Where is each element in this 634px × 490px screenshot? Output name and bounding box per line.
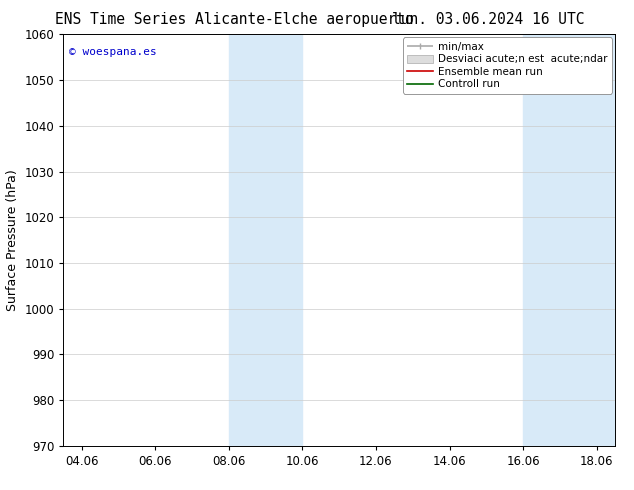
Bar	[523, 34, 615, 446]
Text: lun. 03.06.2024 16 UTC: lun. 03.06.2024 16 UTC	[392, 12, 585, 27]
Y-axis label: Surface Pressure (hPa): Surface Pressure (hPa)	[6, 169, 19, 311]
Bar	[229, 34, 302, 446]
Legend: min/max, Desviaci acute;n est  acute;ndar, Ensemble mean run, Controll run: min/max, Desviaci acute;n est acute;ndar…	[403, 37, 612, 94]
Text: ENS Time Series Alicante-Elche aeropuerto: ENS Time Series Alicante-Elche aeropuert…	[55, 12, 414, 27]
Text: © woespana.es: © woespana.es	[69, 47, 157, 57]
